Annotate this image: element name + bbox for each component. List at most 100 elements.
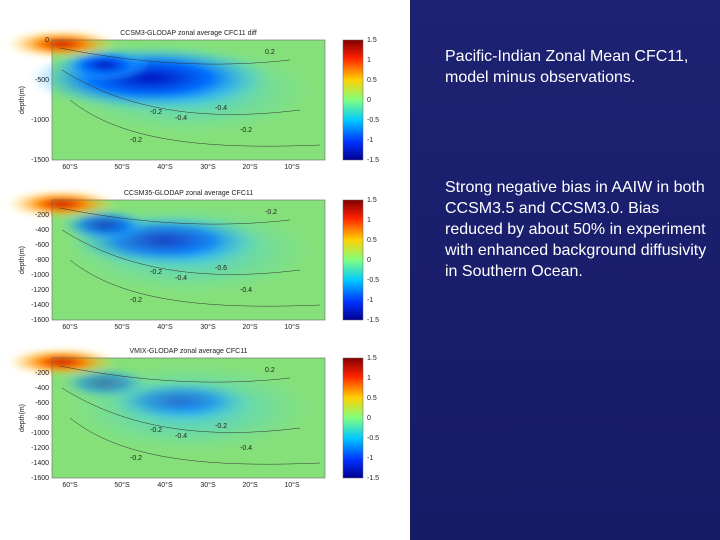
contour-label: -0.2 — [215, 423, 227, 430]
contour-label: -0.4 — [175, 433, 187, 440]
panel: CCSM3-GLODAP zonal average CFC11 diff -0.… — [7, 30, 379, 171]
contour-label: -0.2 — [150, 427, 162, 434]
colorbar-tick-label: -1 — [367, 137, 373, 144]
positive-bias — [7, 190, 117, 218]
colorbar-tick-label: -1.5 — [367, 475, 379, 482]
colorbar — [342, 39, 364, 161]
x-tick-label: 50°S — [114, 481, 130, 489]
contour-label: -0.2 — [150, 109, 162, 116]
field — [7, 190, 315, 295]
colorbar-tick-label: 1 — [367, 217, 371, 224]
plot-frame — [51, 357, 326, 479]
figures: CCSM3-GLODAP zonal average CFC11 diff -0.… — [7, 30, 379, 489]
y-tick-label: -400 — [35, 385, 49, 392]
contour — [59, 47, 321, 147]
x-tick-label: 30°S — [200, 163, 216, 171]
x-tick-label: 10°S — [284, 323, 300, 331]
contour-label: -0.2 — [240, 127, 252, 134]
y-tick-label: -1000 — [31, 117, 49, 124]
y-tick-label: -600 — [35, 400, 49, 407]
y-axis-label: depth(m) — [19, 404, 26, 432]
positive-bias — [7, 348, 117, 376]
x-tick-label: 30°S — [200, 481, 216, 489]
x-tick-label: 20°S — [242, 481, 258, 489]
colorbar-tick-label: -0.5 — [367, 277, 379, 284]
x-tick-label: 40°S — [157, 481, 173, 489]
y-axis-label: depth(m) — [19, 246, 26, 274]
body-text: Strong negative bias in AAIW in both CCS… — [445, 179, 707, 280]
y-tick-label: -1600 — [31, 475, 49, 482]
y-tick-label: -1200 — [31, 445, 49, 452]
x-tick-label: 10°S — [284, 481, 300, 489]
colorbar-tick-label: 1.5 — [367, 355, 377, 362]
plot-frame — [51, 199, 326, 321]
contour-label: -0.2 — [130, 297, 142, 304]
colorbar-tick-label: 0 — [367, 97, 371, 104]
contour-label: -0.2 — [130, 137, 142, 144]
contour — [59, 207, 321, 307]
plot-frame — [51, 39, 326, 161]
contour — [59, 365, 321, 465]
contour-label: -0.6 — [215, 265, 227, 272]
colorbar-tick-label: 0 — [367, 257, 371, 264]
contour-plot — [7, 190, 326, 321]
y-tick-label: -1400 — [31, 460, 49, 467]
colorbar-tick-label: -1 — [367, 455, 373, 462]
contour-label: 0.2 — [265, 49, 275, 56]
y-tick-label: -1000 — [31, 272, 49, 279]
colorbar-tick-label: 0.5 — [367, 77, 377, 84]
x-tick-label: 40°S — [157, 323, 173, 331]
colorbar-tick-label: -1 — [367, 297, 373, 304]
y-tick-label: -1500 — [31, 157, 49, 164]
panel-title: CCSM35-GLODAP zonal average CFC11 — [124, 190, 253, 197]
field — [7, 30, 315, 135]
contour-label: -0.2 — [150, 269, 162, 276]
positive-bias — [7, 30, 117, 58]
colorbar-tick-label: 1.5 — [367, 37, 377, 44]
colorbar — [342, 199, 364, 321]
x-tick-label: 40°S — [157, 163, 173, 171]
x-tick-label: 60°S — [62, 163, 78, 171]
panel-title: VMIX-GLODAP zonal average CFC11 — [129, 348, 247, 355]
x-tick-label: 10°S — [284, 163, 300, 171]
contour-plot — [7, 348, 326, 479]
colorbar-tick-label: -0.5 — [367, 117, 379, 124]
colorbar-tick-label: -0.5 — [367, 435, 379, 442]
contour-label: -0.4 — [240, 445, 252, 452]
colorbar-tick-label: 0.5 — [367, 237, 377, 244]
field — [7, 348, 315, 453]
contour-label: -0.4 — [215, 105, 227, 112]
y-tick-label: -400 — [35, 227, 49, 234]
x-tick-label: 50°S — [114, 323, 130, 331]
colorbar-tick-label: 1 — [367, 375, 371, 382]
colorbar-tick-label: -1.5 — [367, 317, 379, 324]
negative-core — [60, 49, 150, 81]
x-tick-label: 20°S — [242, 323, 258, 331]
y-tick-label: -800 — [35, 415, 49, 422]
x-tick-label: 60°S — [62, 323, 78, 331]
contour-label: -0.4 — [175, 115, 187, 122]
y-tick-label: -1200 — [31, 287, 49, 294]
colorbar-tick-label: 1.5 — [367, 197, 377, 204]
x-tick-label: 20°S — [242, 163, 258, 171]
contour-label: -0.2 — [130, 455, 142, 462]
y-tick-label: -800 — [35, 257, 49, 264]
y-tick-label: -600 — [35, 242, 49, 249]
x-tick-label: 60°S — [62, 481, 78, 489]
y-tick-label: -500 — [35, 77, 49, 84]
contour-label: 0.2 — [265, 367, 275, 374]
contour-plot — [7, 30, 326, 161]
colorbar-tick-label: -1.5 — [367, 157, 379, 164]
panel-title: CCSM3-GLODAP zonal average CFC11 diff — [120, 30, 257, 37]
colorbar-tick-label: 0.5 — [367, 395, 377, 402]
y-tick-label: -1000 — [31, 430, 49, 437]
contour-label: -0.4 — [240, 287, 252, 294]
heading: Pacific-Indian Zonal Mean CFC11, model m… — [445, 48, 689, 86]
y-tick-label: -200 — [35, 370, 49, 377]
contour-label: -0.4 — [175, 275, 187, 282]
negative-core — [60, 367, 150, 399]
panel: VMIX-GLODAP zonal average CFC11 -0.2 -0.4 -… — [7, 348, 379, 489]
y-tick-label: -200 — [35, 212, 49, 219]
y-axis-label: depth(m) — [19, 86, 26, 114]
